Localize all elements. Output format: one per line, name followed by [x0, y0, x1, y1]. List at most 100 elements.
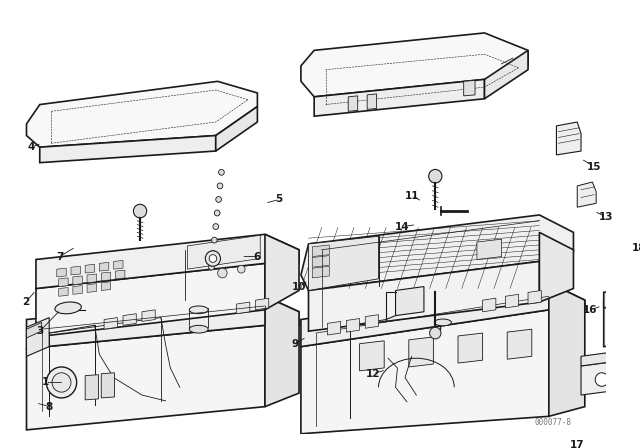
Polygon shape [577, 182, 596, 207]
Polygon shape [549, 283, 585, 416]
Polygon shape [85, 264, 95, 273]
Circle shape [595, 373, 609, 386]
Polygon shape [73, 276, 83, 284]
Polygon shape [396, 287, 424, 316]
Circle shape [630, 317, 640, 326]
Circle shape [429, 327, 441, 339]
Circle shape [209, 254, 217, 263]
Polygon shape [26, 318, 49, 356]
Polygon shape [59, 278, 68, 287]
Circle shape [213, 224, 219, 229]
Text: 16: 16 [583, 305, 598, 315]
Polygon shape [101, 282, 111, 290]
Polygon shape [113, 260, 123, 269]
Circle shape [133, 204, 147, 218]
Polygon shape [26, 82, 257, 147]
Polygon shape [506, 294, 518, 308]
Circle shape [209, 264, 214, 270]
Polygon shape [40, 136, 216, 163]
Polygon shape [101, 373, 115, 398]
Polygon shape [36, 263, 265, 337]
Circle shape [429, 169, 442, 183]
Polygon shape [71, 266, 81, 275]
Circle shape [211, 237, 217, 243]
Polygon shape [312, 245, 330, 257]
Polygon shape [328, 322, 340, 335]
Text: 17: 17 [570, 440, 584, 448]
Polygon shape [101, 272, 111, 281]
Text: 4: 4 [28, 142, 35, 152]
Polygon shape [464, 80, 475, 96]
Text: 5: 5 [276, 194, 283, 204]
Ellipse shape [55, 302, 81, 314]
Text: 6: 6 [254, 252, 261, 262]
Circle shape [217, 183, 223, 189]
Text: 2: 2 [22, 297, 29, 307]
Polygon shape [508, 329, 532, 359]
Text: 18: 18 [632, 243, 640, 253]
Circle shape [205, 251, 221, 266]
Circle shape [620, 372, 629, 382]
Circle shape [218, 268, 227, 278]
Polygon shape [365, 314, 378, 328]
Polygon shape [87, 284, 97, 293]
Polygon shape [314, 79, 484, 116]
Text: 9: 9 [292, 339, 299, 349]
Polygon shape [265, 296, 299, 407]
Circle shape [607, 314, 625, 332]
Text: 13: 13 [598, 212, 613, 222]
Polygon shape [115, 270, 125, 279]
Polygon shape [57, 268, 67, 277]
Circle shape [210, 251, 216, 257]
Polygon shape [216, 107, 257, 151]
Polygon shape [255, 298, 269, 310]
Text: 12: 12 [365, 369, 380, 379]
Polygon shape [104, 318, 117, 329]
Polygon shape [301, 283, 585, 347]
Polygon shape [556, 122, 581, 155]
Ellipse shape [189, 306, 208, 314]
Circle shape [46, 367, 77, 398]
Polygon shape [312, 256, 330, 267]
Polygon shape [367, 94, 376, 109]
Polygon shape [360, 341, 384, 371]
Polygon shape [528, 290, 541, 304]
Polygon shape [301, 310, 549, 434]
Polygon shape [99, 263, 109, 271]
Polygon shape [483, 298, 496, 312]
Circle shape [214, 210, 220, 216]
Polygon shape [581, 347, 640, 366]
Text: 3: 3 [36, 326, 44, 336]
Text: 11: 11 [404, 190, 419, 201]
Polygon shape [85, 375, 99, 400]
Polygon shape [301, 33, 528, 97]
Text: 14: 14 [395, 222, 410, 232]
Polygon shape [26, 323, 42, 338]
Polygon shape [265, 234, 299, 310]
Text: 1: 1 [42, 378, 49, 388]
Polygon shape [59, 288, 68, 296]
Polygon shape [604, 294, 640, 347]
Polygon shape [458, 333, 483, 363]
Polygon shape [581, 356, 640, 395]
Polygon shape [477, 239, 502, 259]
Polygon shape [87, 274, 97, 283]
Text: 000077-8: 000077-8 [534, 418, 571, 426]
Polygon shape [348, 96, 358, 112]
Polygon shape [26, 296, 299, 349]
Circle shape [627, 313, 640, 330]
Polygon shape [484, 50, 528, 99]
Ellipse shape [435, 319, 451, 326]
Text: 8: 8 [45, 402, 53, 412]
Polygon shape [26, 325, 265, 430]
Polygon shape [142, 310, 155, 322]
Polygon shape [540, 233, 573, 302]
Polygon shape [308, 236, 378, 290]
Polygon shape [312, 266, 330, 278]
Circle shape [52, 373, 71, 392]
Polygon shape [36, 234, 299, 289]
Text: 10: 10 [292, 282, 307, 292]
Text: 7: 7 [56, 252, 63, 262]
Polygon shape [188, 235, 260, 269]
Circle shape [219, 169, 224, 175]
